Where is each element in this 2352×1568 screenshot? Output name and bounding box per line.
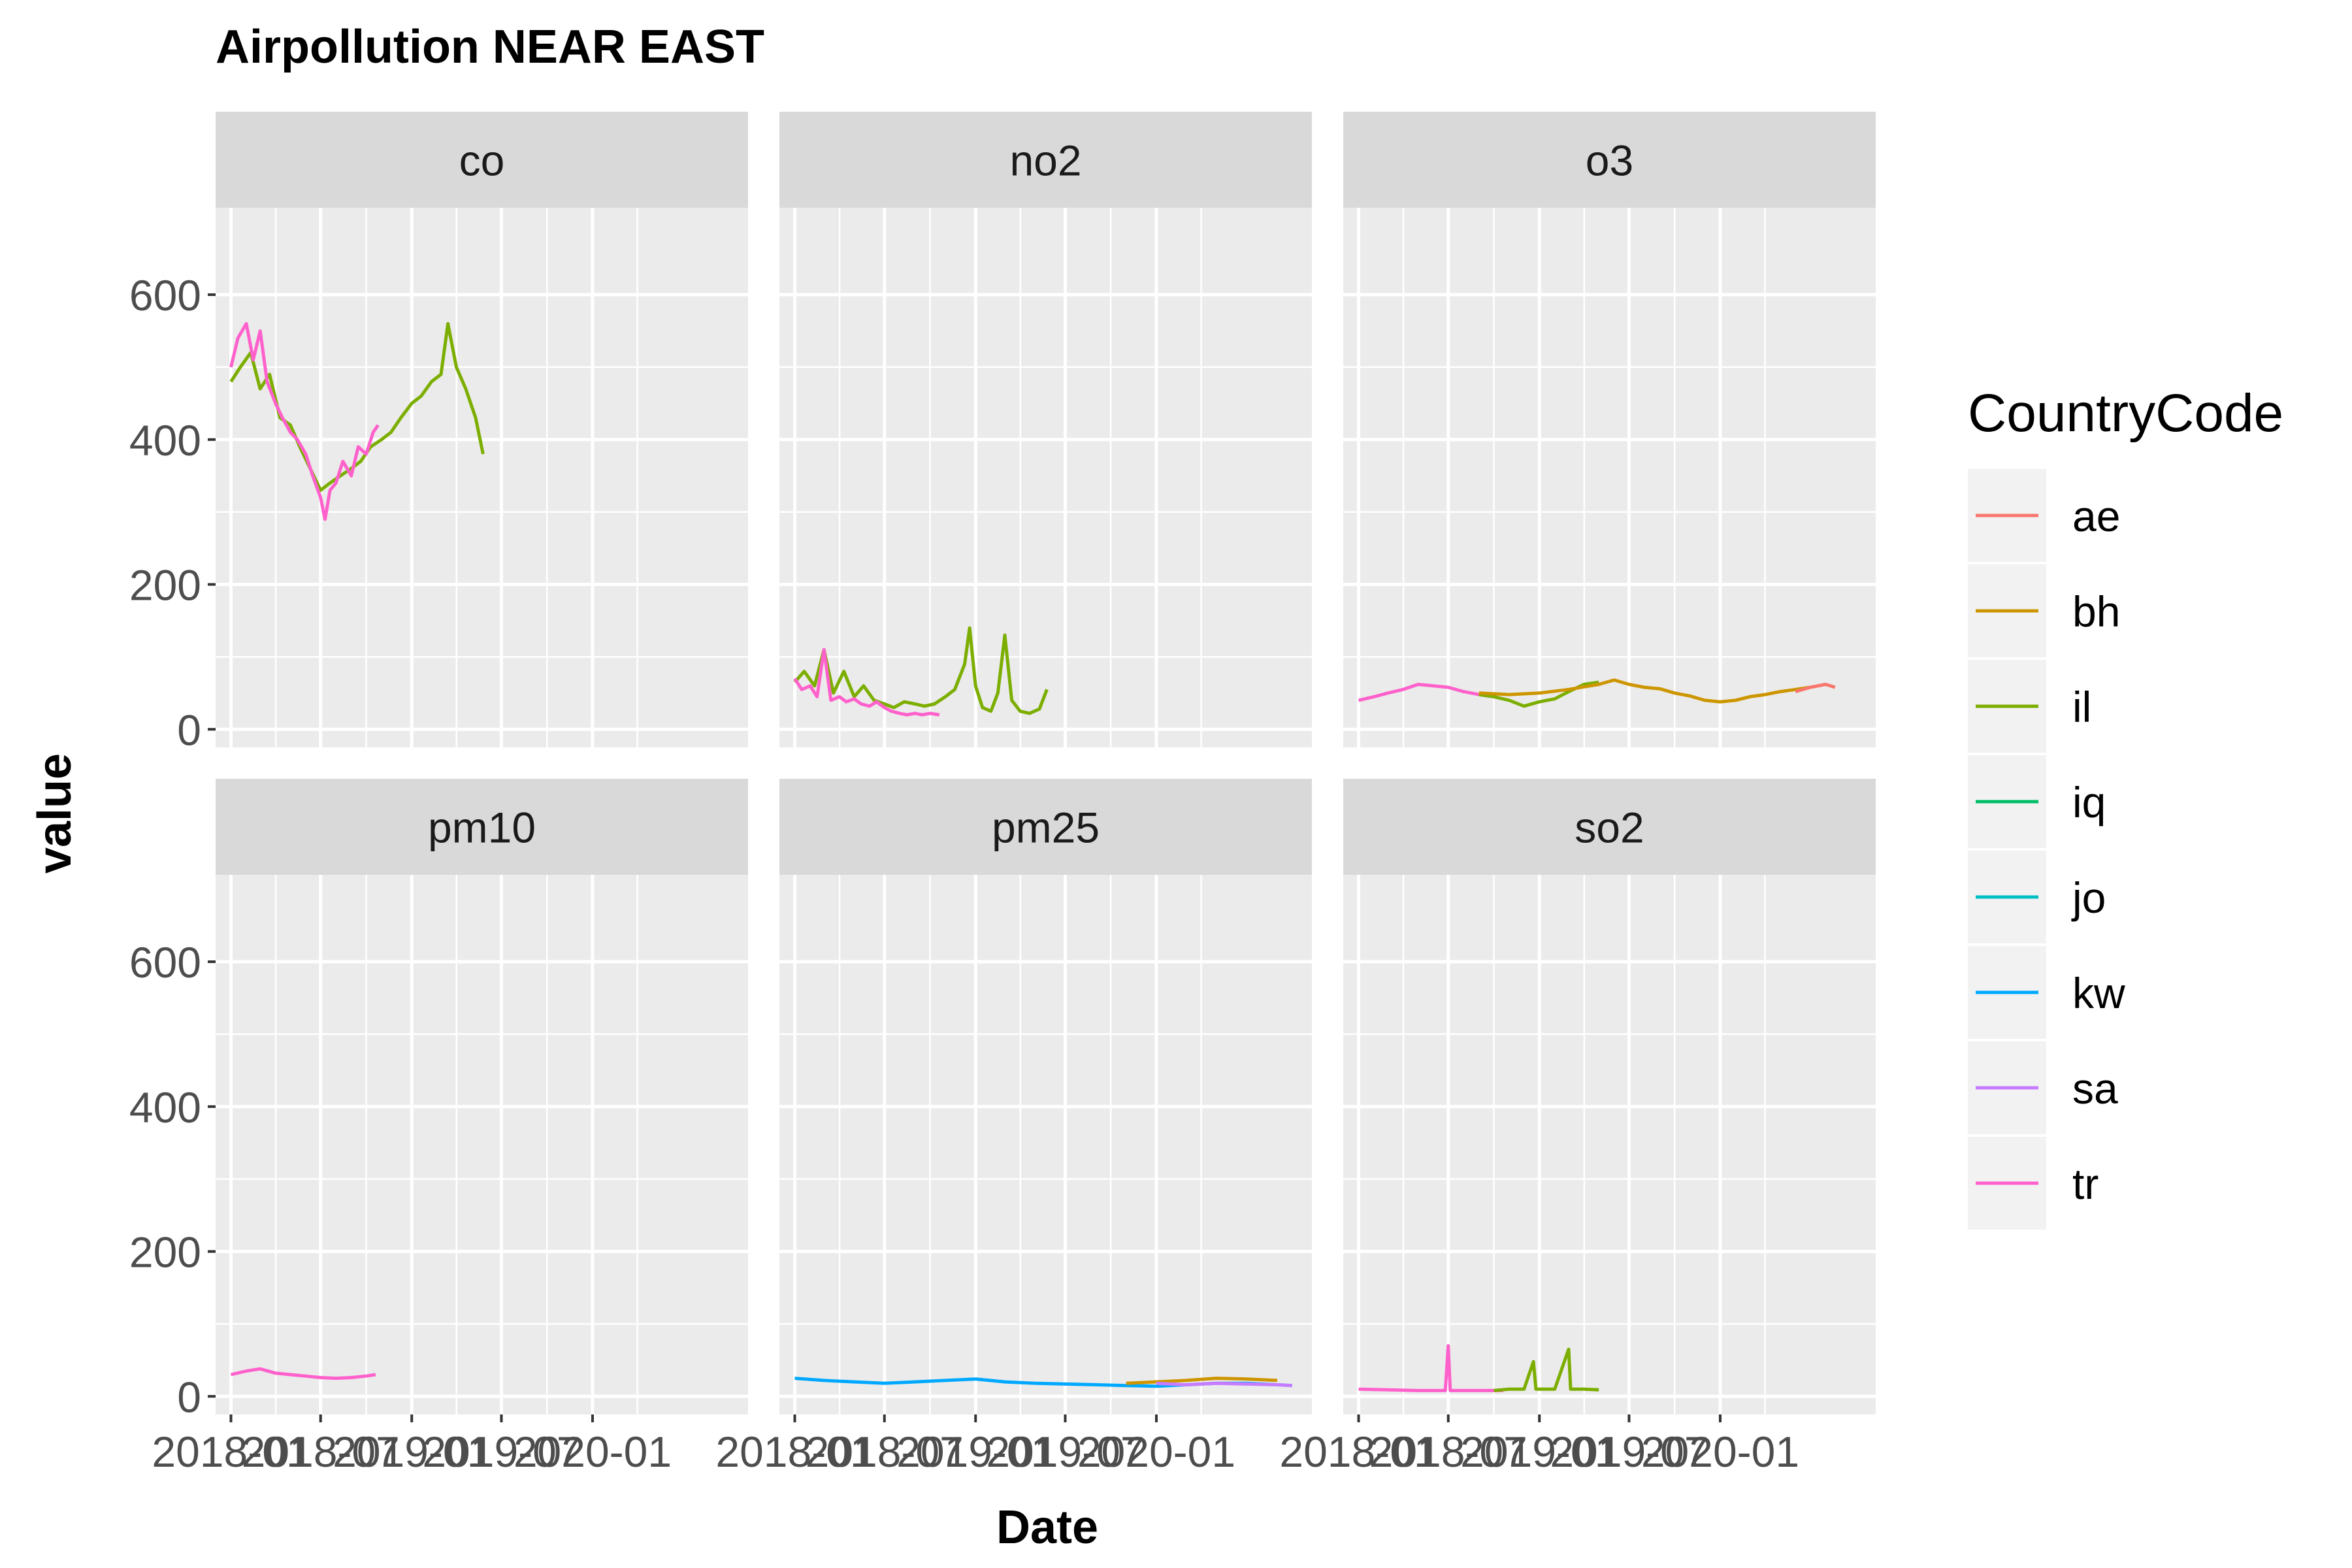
- y-tick-label: 0: [177, 1373, 201, 1421]
- facet-strip-label: no2: [1009, 137, 1081, 185]
- facet-panel-o3: o3: [1343, 112, 1876, 747]
- series-line-o3-ae: [1795, 683, 1836, 694]
- x-tick-label: 2019-01: [333, 1428, 491, 1476]
- y-axes: 0 200 400 600 0 200 400 600: [129, 271, 216, 1421]
- series-line-so2-il: [1494, 1347, 1599, 1392]
- y-axis-title: value: [29, 753, 81, 874]
- series-line-so2-tr: [1358, 1344, 1503, 1392]
- legend-item-tr: tr: [1968, 1137, 2099, 1230]
- facet-panel-co: co: [216, 112, 748, 747]
- series-line-o3-bh: [1478, 678, 1811, 704]
- legend-title: CountryCode: [1968, 384, 2283, 443]
- legend-label: tr: [2072, 1160, 2099, 1208]
- x-tick-label: 2018-01: [1279, 1428, 1437, 1476]
- panel-background: [779, 875, 1312, 1414]
- legend: CountryCode ae bh il iq jo kw sa tr: [1968, 384, 2283, 1230]
- chart-title: Airpollution NEAR EAST: [216, 21, 764, 73]
- x-tick-label: 2019-01: [1460, 1428, 1618, 1476]
- series-line-pm10-tr: [230, 1367, 376, 1380]
- panel-background: [1343, 208, 1876, 747]
- x-tick-label: 2018-07: [242, 1428, 400, 1476]
- y-tick-label: 200: [129, 1228, 201, 1277]
- panel-background: [1343, 875, 1876, 1414]
- y-tick-label: 600: [129, 938, 201, 987]
- y-tick-label: 400: [129, 1083, 201, 1132]
- facet-panel-pm25: pm25: [779, 779, 1312, 1414]
- panel-background: [216, 875, 748, 1414]
- facet-strip-label: pm25: [992, 804, 1100, 852]
- legend-label: bh: [2072, 587, 2120, 636]
- facet-strip: [779, 112, 1312, 208]
- facet-strip-label: o3: [1586, 137, 1633, 185]
- y-tick-label: 400: [129, 416, 201, 465]
- panel-background: [216, 208, 748, 747]
- legend-item-bh: bh: [1968, 564, 2120, 657]
- series-line-no2-il: [793, 626, 1049, 715]
- legend-label: il: [2072, 683, 2091, 731]
- facet-strip-label: co: [459, 137, 505, 185]
- facet-strip: [216, 779, 748, 875]
- facet-strip: [779, 779, 1312, 875]
- facet-strip-label: pm10: [428, 804, 536, 852]
- facet-panels: co no2 o3 pm10 pm25 so2: [216, 112, 1876, 1414]
- legend-label: kw: [2072, 969, 2125, 1017]
- x-tick-label: 2020-01: [514, 1428, 672, 1476]
- legend-item-ae: ae: [1968, 469, 2120, 562]
- legend-item-kw: kw: [1968, 946, 2125, 1039]
- y-tick-label: 200: [129, 561, 201, 610]
- facet-panel-pm10: pm10: [216, 779, 748, 1414]
- x-tick-label: 2018-07: [806, 1428, 964, 1476]
- x-tick-label: 2019-07: [1550, 1428, 1708, 1476]
- x-tick-label: 2020-01: [1077, 1428, 1235, 1476]
- series-line-co-il: [229, 321, 485, 492]
- x-tick-label: 2020-01: [1641, 1428, 1799, 1476]
- legend-label: sa: [2072, 1064, 2118, 1113]
- panel-background: [779, 208, 1312, 747]
- legend-label: ae: [2072, 492, 2120, 540]
- y-tick-label: 600: [129, 271, 201, 319]
- legend-item-iq: iq: [1968, 755, 2106, 848]
- x-tick-label: 2018-07: [1369, 1428, 1527, 1476]
- y-tick-label: 0: [177, 706, 201, 754]
- facet-strip: [1343, 112, 1876, 208]
- x-tick-label: 2019-01: [896, 1428, 1054, 1476]
- legend-item-sa: sa: [1968, 1041, 2118, 1134]
- x-tick-label: 2018-01: [715, 1428, 874, 1476]
- series-line-pm25-sa: [1156, 1381, 1292, 1388]
- legend-item-jo: jo: [1968, 851, 2106, 943]
- x-axis-title: Date: [996, 1501, 1098, 1554]
- x-tick-label: 2019-07: [986, 1428, 1144, 1476]
- series-line-pm25-bh: [1126, 1377, 1278, 1385]
- series-line-co-tr: [229, 321, 380, 521]
- x-tick-label: 2019-07: [422, 1428, 580, 1476]
- facet-strip: [216, 112, 748, 208]
- legend-label: jo: [2071, 874, 2106, 922]
- facet-strip: [1343, 779, 1876, 875]
- legend-item-il: il: [1968, 660, 2091, 753]
- x-tick-label: 2018-01: [152, 1428, 310, 1476]
- facet-strip-label: so2: [1575, 804, 1644, 852]
- series-line-no2-tr: [793, 647, 940, 717]
- facet-panel-so2: so2: [1343, 779, 1876, 1414]
- legend-label: iq: [2072, 778, 2106, 826]
- facet-panel-no2: no2: [779, 112, 1312, 747]
